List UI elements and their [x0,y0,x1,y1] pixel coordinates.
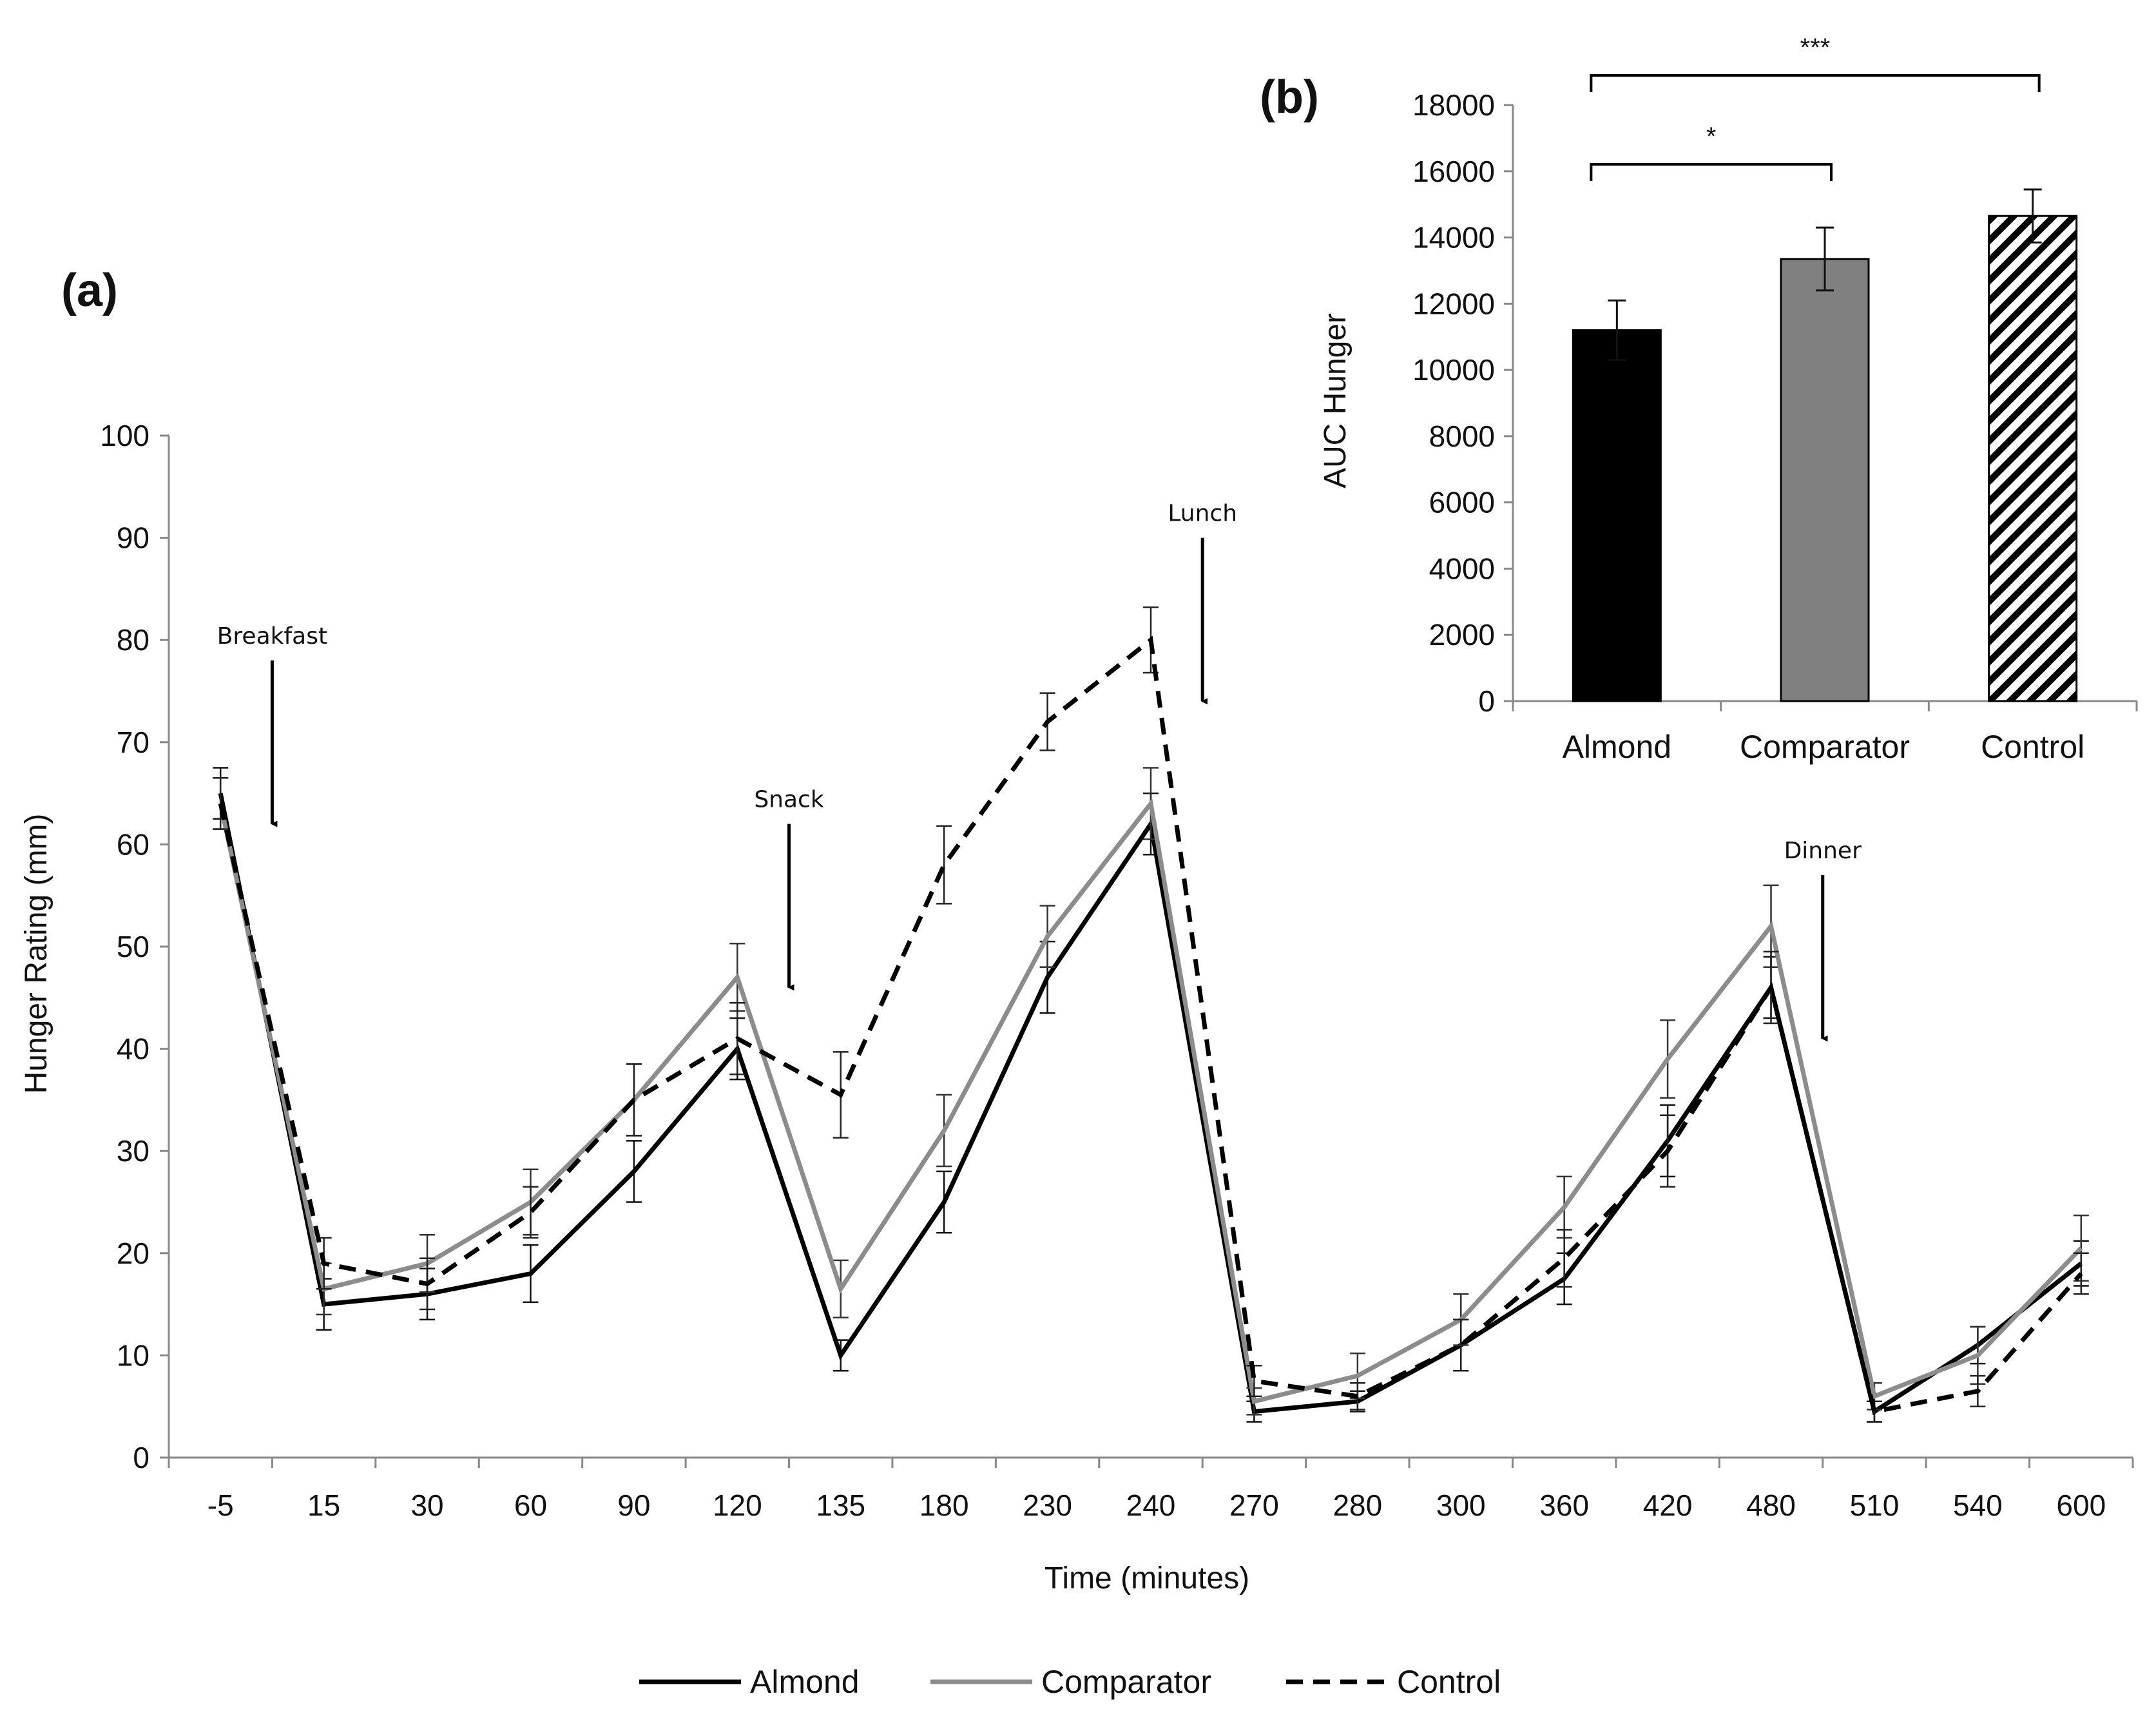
significance-label: * [1706,122,1717,151]
panel-a-label: (a) [61,265,118,316]
y-tick-label: 0 [133,1441,149,1474]
x-tick-label: 300 [1436,1489,1486,1522]
y-tick-label: 0 [1478,684,1495,718]
bar-comparator [1780,258,1870,702]
legend-entry: Comparator [1041,1664,1211,1700]
x-tick-label: 60 [514,1489,547,1522]
x-tick-label: 510 [1850,1489,1900,1522]
x-tick-label: 420 [1643,1489,1693,1522]
meal-annotation-label: Lunch [1168,501,1237,527]
y-tick-label: 18000 [1412,88,1495,122]
y-tick-label: 90 [117,521,149,555]
y-tick-label: 16000 [1412,155,1495,188]
x-tick-label: 120 [713,1489,762,1522]
y-tick-label: 50 [117,930,149,963]
x-tick-label: 360 [1539,1489,1589,1522]
auc-bar-chart: AUC Hunger 0 2000 4000 6000 8000 10000 12000 14… [1318,34,2138,765]
x-tick-label: 230 [1023,1489,1072,1522]
chart-a-xlabel: Time (minutes) [1044,1561,1249,1595]
y-tick-label: 12000 [1412,287,1495,320]
significance-bracket [1590,74,2041,92]
meal-annotation-label: Snack [754,787,824,813]
y-tick-label: 10 [117,1338,149,1372]
bar-control [1988,215,2078,702]
series-line [218,793,2083,1416]
y-tick-label: 80 [117,623,149,657]
y-tick-label: 60 [117,827,149,861]
legend: Almond Comparator Control [639,1664,1501,1700]
significance-bracket [1590,163,1833,181]
significance-label: *** [1800,34,1831,62]
y-tick-label: 40 [117,1032,149,1066]
x-tick-label: 135 [816,1489,865,1522]
x-tick-label: 600 [2056,1489,2106,1522]
x-tick-label: 480 [1746,1489,1796,1522]
x-tick-label: Comparator [1740,729,1910,765]
x-tick-label: Control [1981,729,2084,765]
hunger-line-chart: Time (minutes) Hunger Rating (mm) 0 10 20 3… [19,419,2134,1595]
x-tick-label: 180 [919,1489,969,1522]
series-control [213,606,2089,1423]
y-tick-label: 8000 [1429,419,1495,453]
series-line [218,798,2083,1405]
x-tick-label: -5 [207,1489,234,1522]
x-tick-label: 240 [1126,1489,1176,1522]
y-tick-label: 4000 [1429,552,1495,585]
y-tick-label: 2000 [1429,618,1495,651]
series-line [218,635,2083,1414]
chart-a-ylabel: Hunger Rating (mm) [19,814,53,1094]
y-tick-label: 10000 [1412,353,1495,387]
y-tick-label: 6000 [1429,486,1495,519]
legend-entry: Control [1397,1664,1501,1700]
x-tick-label: 270 [1229,1489,1279,1522]
y-tick-label: 70 [117,726,149,759]
y-tick-label: 20 [117,1237,149,1270]
y-tick-label: 30 [117,1134,149,1168]
y-tick-label: 100 [100,419,149,452]
x-tick-label: 540 [1953,1489,2003,1522]
x-tick-label: 30 [410,1489,443,1522]
chart-b-ylabel: AUC Hunger [1318,313,1352,488]
x-tick-label: 280 [1333,1489,1382,1522]
bar-almond [1572,329,1662,702]
x-tick-label: 90 [617,1489,650,1522]
panel-b-label: (b) [1260,72,1319,123]
y-tick-label: 14000 [1412,221,1495,255]
x-tick-label: Almond [1563,729,1672,765]
x-tick-label: 15 [307,1489,340,1522]
series-comparator [213,767,2089,1416]
legend-entry: Almond [750,1664,860,1700]
meal-annotation-label: Breakfast [217,623,327,650]
meal-annotation-label: Dinner [1784,838,1862,864]
